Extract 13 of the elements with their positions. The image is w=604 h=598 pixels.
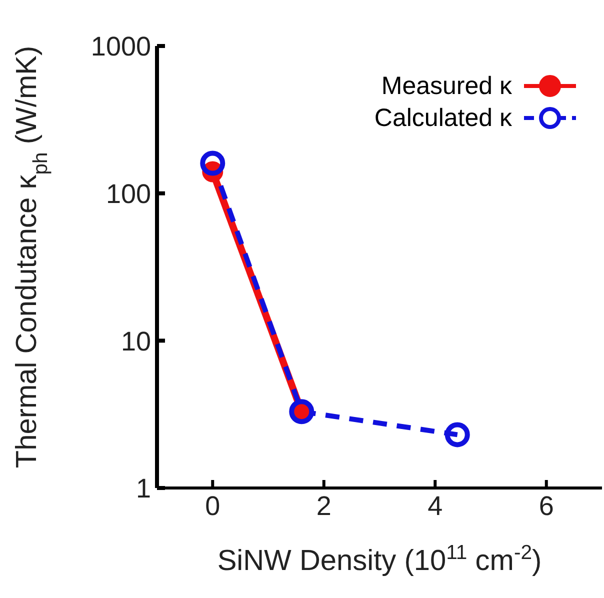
- x-axis-title: SiNW Density (10$^{11}$ cm$^{-2}$): [217, 542, 542, 577]
- point: [444, 422, 470, 448]
- legend-label: Calculated κ: [374, 103, 512, 134]
- y-tick-label: 10: [120, 326, 151, 356]
- y-tick-label: 1000: [90, 32, 151, 62]
- x-tick-label: 2: [316, 491, 332, 522]
- y-tick-label: 1: [136, 474, 151, 504]
- x-tick-label: 0: [205, 491, 220, 522]
- y-tick-label: 100: [106, 178, 151, 209]
- x-tick-label: 4: [428, 491, 443, 522]
- point: [200, 150, 226, 176]
- legend-label: Measured κ: [381, 71, 512, 102]
- x-tick-label: 6: [538, 491, 554, 522]
